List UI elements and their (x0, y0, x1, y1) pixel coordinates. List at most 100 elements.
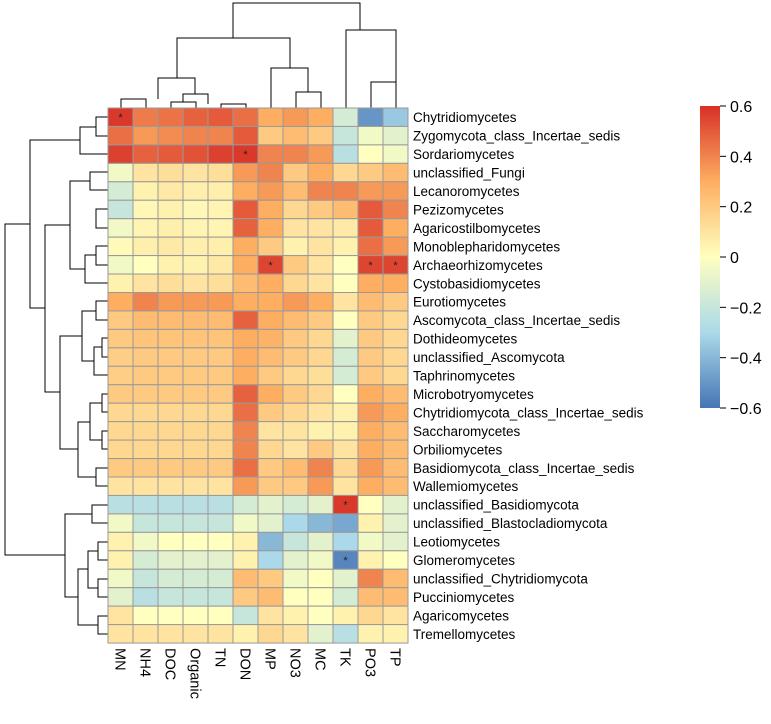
heatmap-cell (232, 199, 259, 220)
heatmap-cell (182, 125, 209, 146)
heatmap-cell (182, 199, 209, 220)
heatmap-cell (382, 458, 409, 478)
heatmap-cell (307, 365, 334, 386)
color-legend: 0.6 0.4 0.2 0 −0.2 −0.4 −0.6 (700, 99, 762, 418)
heatmap-cell (232, 550, 259, 570)
heatmap-cell (282, 439, 309, 460)
heatmap-cell (207, 458, 234, 478)
heatmap-cell (382, 587, 409, 607)
heatmap-cell (157, 292, 184, 312)
heatmap-cell (382, 531, 409, 552)
heatmap-cell (382, 125, 409, 146)
heatmap-cell (232, 605, 259, 626)
heatmap-cell (382, 144, 409, 164)
heatmap-cell (182, 181, 209, 201)
heatmap-cell (257, 458, 284, 478)
heatmap-cell (257, 273, 284, 293)
heatmap-cell (182, 458, 209, 478)
column-label: MP (262, 648, 278, 670)
heatmap-cell (182, 107, 209, 127)
column-label: DOC (162, 648, 178, 680)
heatmap-cell (307, 328, 334, 349)
legend-tick-label: −0.4 (730, 351, 762, 368)
heatmap-cell (307, 310, 334, 330)
heatmap-cell (132, 347, 159, 367)
heatmap-cell (257, 125, 284, 146)
heatmap-cell (282, 384, 309, 404)
heatmap-cell (157, 144, 184, 164)
heatmap-cell (107, 273, 134, 293)
heatmap-cell (132, 162, 159, 183)
heatmap-cell (257, 421, 284, 441)
heatmap-cell (357, 236, 384, 257)
heatmap-cell (307, 107, 334, 127)
heatmap-cell (332, 458, 359, 478)
heatmap-cell (207, 199, 234, 220)
heatmap-cell (207, 531, 234, 552)
heatmap-cell (357, 439, 384, 460)
heatmap-cell (307, 273, 334, 293)
heatmap-cell (232, 107, 259, 127)
row-label: Chytridiomycota_class_Incertae_sedis (413, 405, 644, 420)
heatmap-cell (332, 476, 359, 496)
heatmap-cell (157, 236, 184, 257)
heatmap-cell (232, 494, 259, 515)
heatmap-cell (357, 384, 384, 404)
heatmap-cell (357, 624, 384, 644)
heatmap-cell (207, 328, 234, 349)
legend-colorbar (700, 106, 720, 408)
significance-marks: * * * * * * * (118, 112, 398, 567)
heatmap-cell (307, 384, 334, 404)
heatmap-cell (307, 624, 334, 644)
heatmap-cell (182, 144, 209, 164)
heatmap-cell (332, 310, 359, 330)
row-label: Eurotiomycetes (413, 295, 506, 310)
heatmap-cell (257, 568, 284, 589)
heatmap-cell (307, 144, 334, 164)
heatmap-cell (332, 513, 359, 533)
heatmap-cell (182, 328, 209, 349)
row-dendrogram (4, 116, 108, 635)
heatmap-cell (332, 181, 359, 201)
legend-tick-label: 0.2 (730, 200, 752, 217)
heatmap-cell (307, 605, 334, 626)
heatmap-cell (257, 587, 284, 607)
heatmap-cell (232, 624, 259, 644)
heatmap-cell (282, 421, 309, 441)
heatmap-cell (332, 328, 359, 349)
heatmap-cell (132, 310, 159, 330)
heatmap-cell (132, 125, 159, 146)
heatmap-cell (232, 476, 259, 496)
heatmap-cell (182, 218, 209, 238)
heatmap-cell (357, 421, 384, 441)
row-label: Tremellomycetes (413, 627, 516, 642)
row-label: Lecanoromycetes (413, 184, 520, 199)
heatmap-cell (382, 550, 409, 570)
heatmap-cell (332, 144, 359, 164)
heatmap-cell (382, 347, 409, 367)
heatmap-cell (382, 218, 409, 238)
heatmap-cell (382, 328, 409, 349)
heatmap-cell (332, 236, 359, 257)
heatmap-cell (257, 310, 284, 330)
heatmap-cell (157, 421, 184, 441)
heatmap-cell (207, 162, 234, 183)
heatmap-cell (257, 292, 284, 312)
heatmap-cell (182, 384, 209, 404)
column-label: NO3 (287, 648, 303, 678)
heatmap-cell (182, 531, 209, 552)
heatmap-cell (307, 218, 334, 238)
heatmap-cell (257, 236, 284, 257)
heatmap-cell (132, 624, 159, 644)
heatmap-cell (107, 568, 134, 589)
heatmap-cell (107, 181, 134, 201)
heatmap-cell (207, 439, 234, 460)
heatmap-cell (107, 218, 134, 238)
heatmap-cell (207, 292, 234, 312)
heatmap-cell (257, 476, 284, 496)
row-label: Glomeromycetes (413, 553, 515, 568)
heatmap-cell (232, 328, 259, 349)
heatmap-cell (282, 236, 309, 257)
heatmap-cell (232, 255, 259, 275)
